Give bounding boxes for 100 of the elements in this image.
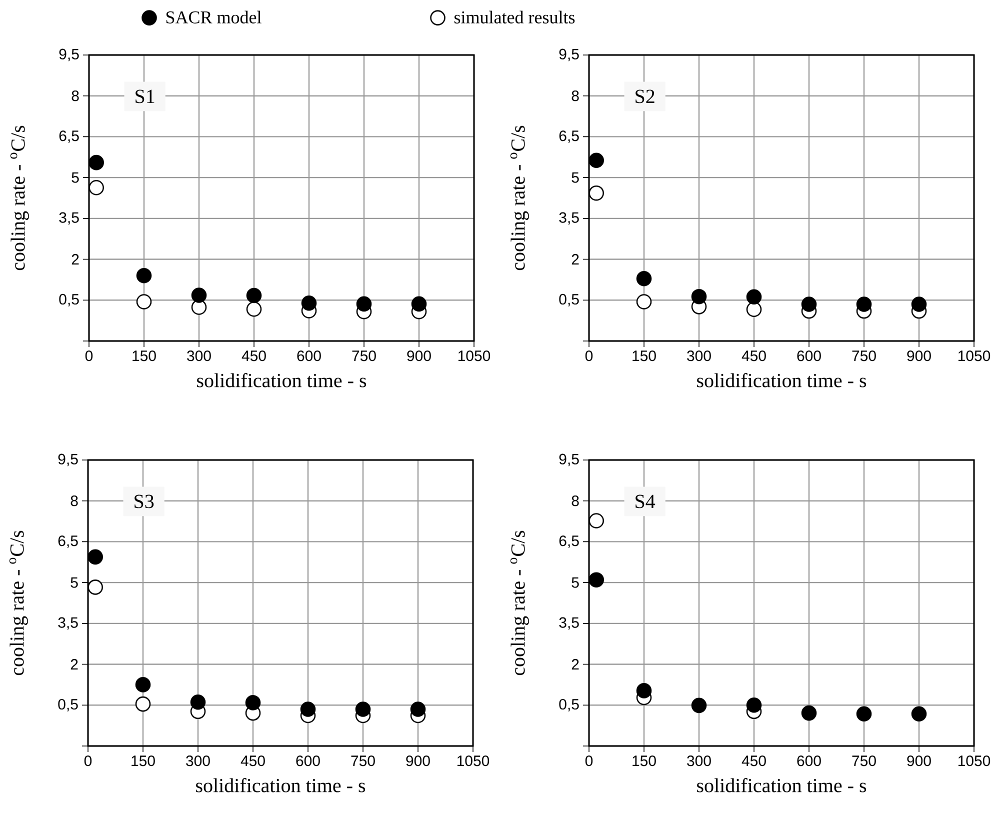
x-axis-title: solidification time - s <box>196 778 366 792</box>
x-tick-label: 450 <box>240 756 265 766</box>
point <box>691 288 707 304</box>
x-tick-label: 1050 <box>958 350 990 362</box>
y-axis-title: cooling rate - $^{o}$C/s <box>10 126 29 270</box>
legend-label: simulated results <box>454 10 575 24</box>
y-tick-label: 6,5 <box>559 130 579 143</box>
y-tick-label: 3,5 <box>559 212 579 225</box>
point <box>411 296 427 312</box>
y-tick-label: 9,5 <box>559 454 579 466</box>
y-tick-label: 5 <box>572 172 579 183</box>
x-axis-title: solidification time - s <box>697 373 866 388</box>
x-tick-label: 600 <box>797 756 821 766</box>
y-tick-label: 6,5 <box>59 130 79 143</box>
x-tick-label: 600 <box>296 756 320 766</box>
point <box>856 706 872 722</box>
x-tick-label: 0 <box>585 350 593 362</box>
point <box>136 268 152 284</box>
point <box>588 152 604 168</box>
x-tick-label: 1050 <box>958 756 990 766</box>
y-axis-title: cooling rate - $^{o}$C/s <box>510 530 529 676</box>
y-tick-label: 8 <box>72 90 79 102</box>
x-tick-label: 450 <box>742 756 766 766</box>
point <box>300 702 316 717</box>
x-tick-label: 600 <box>797 350 821 362</box>
y-tick-label: 8 <box>572 90 579 102</box>
y-tick-label: 2 <box>72 254 79 265</box>
x-tick-label: 900 <box>907 350 931 362</box>
y-tick-label: 2 <box>572 254 579 265</box>
x-tick-label: 0 <box>585 756 593 766</box>
y-axis-title: cooling rate - $^{o}$C/s <box>9 530 28 676</box>
point <box>636 270 652 286</box>
x-tick-label: 600 <box>297 350 321 362</box>
y-tick-label: 3,5 <box>59 212 79 225</box>
x-axis-title: solidification time - s <box>697 778 866 792</box>
x-tick-label: 150 <box>632 350 656 362</box>
x-tick-label: 150 <box>132 350 156 362</box>
x-tick-label: 450 <box>742 350 766 362</box>
x-axis-title: solidification time - s <box>197 373 366 388</box>
point <box>245 695 261 710</box>
y-tick-label: 9,5 <box>59 48 79 62</box>
point <box>88 180 104 196</box>
y-tick-label: 9,5 <box>58 454 78 466</box>
y-tick-label: 5 <box>572 577 579 588</box>
x-tick-label: 750 <box>352 350 376 362</box>
x-tick-label: 750 <box>852 756 876 766</box>
y-tick-label: 6,5 <box>58 536 78 548</box>
point <box>88 154 104 170</box>
point <box>588 185 604 201</box>
x-tick-label: 150 <box>132 756 155 766</box>
x-tick-label: 1050 <box>458 350 490 362</box>
point <box>135 677 151 692</box>
x-tick-label: 750 <box>351 756 375 766</box>
point <box>588 513 604 528</box>
annotation: S3 <box>134 494 154 508</box>
annotation: S4 <box>636 494 656 508</box>
x-tick-label: 750 <box>852 350 876 362</box>
point <box>191 288 207 303</box>
point <box>856 296 872 312</box>
point <box>88 549 103 565</box>
legend-label: SACR model <box>166 10 262 24</box>
y-tick-label: 0,5 <box>559 294 579 306</box>
point <box>636 683 652 698</box>
y-tick-label: 8 <box>70 496 78 506</box>
point <box>746 697 762 713</box>
x-tick-label: 1050 <box>457 756 490 766</box>
point <box>88 580 103 595</box>
y-tick-label: 8 <box>572 496 579 506</box>
x-tick-label: 300 <box>687 756 711 766</box>
point <box>410 702 426 717</box>
y-tick-label: 5 <box>72 172 79 183</box>
x-tick-label: 900 <box>407 350 431 362</box>
annotation: S1 <box>136 90 154 104</box>
point <box>136 294 152 310</box>
y-tick-label: 9,5 <box>559 48 579 62</box>
y-tick-label: 2 <box>572 659 579 670</box>
point <box>246 301 262 317</box>
point <box>691 698 707 714</box>
y-tick-label: 2 <box>70 659 78 670</box>
x-tick-label: 300 <box>687 350 711 362</box>
x-tick-label: 300 <box>187 350 211 362</box>
y-tick-label: 5 <box>70 577 78 588</box>
y-axis-title: cooling rate - $^{o}$C/s <box>510 126 529 270</box>
point <box>246 288 262 304</box>
y-tick-label: 6,5 <box>559 536 579 548</box>
point <box>911 706 927 722</box>
point <box>301 295 317 311</box>
point <box>190 694 206 710</box>
point <box>355 702 371 717</box>
y-tick-label: 3,5 <box>58 617 78 630</box>
point <box>911 296 927 312</box>
point <box>636 294 652 310</box>
x-tick-label: 300 <box>186 756 210 766</box>
x-tick-label: 900 <box>406 756 430 766</box>
point <box>801 705 817 721</box>
point <box>746 289 762 305</box>
x-tick-label: 450 <box>242 350 266 362</box>
x-tick-label: 900 <box>907 756 931 766</box>
point <box>356 296 372 312</box>
x-tick-label: 0 <box>84 756 92 766</box>
